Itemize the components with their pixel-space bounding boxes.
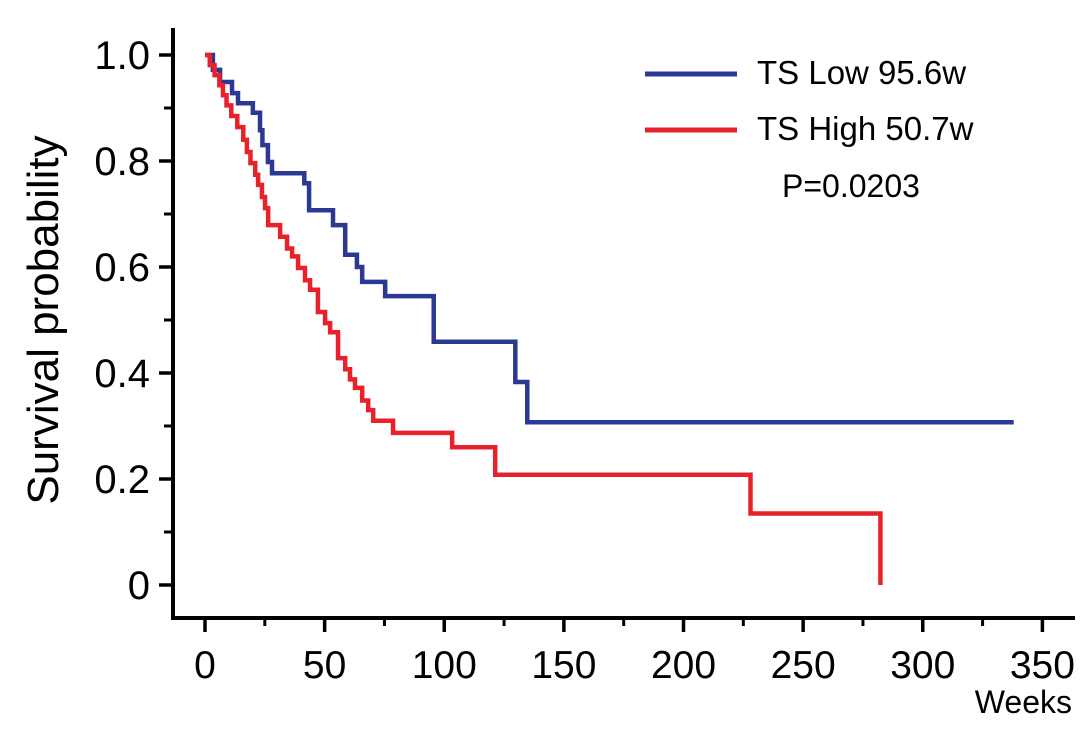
x-tick-label: 200	[651, 644, 716, 687]
x-tick-label: 100	[412, 644, 477, 687]
legend-label-ts-low: TS Low 95.6w	[757, 54, 966, 91]
p-value-annotation: P=0.0203	[782, 168, 920, 204]
y-axis-title: Survival probability	[19, 135, 68, 504]
x-tick-label: 350	[1010, 644, 1075, 687]
y-tick-label: 0.8	[94, 140, 150, 184]
x-tick-label: 0	[194, 644, 216, 687]
y-tick-label: 0.4	[94, 352, 150, 396]
x-tick-label: 50	[303, 644, 346, 687]
x-axis: 0 50 100 150 200 250 300 350	[194, 618, 1075, 687]
axis-spines	[171, 28, 1075, 620]
x-axis-title: Weeks	[975, 684, 1072, 720]
y-tick-label: 0.2	[94, 458, 150, 502]
x-tick-label: 300	[890, 644, 955, 687]
survival-curves	[205, 52, 1014, 585]
y-axis: 0 0.2 0.4 0.6 0.8 1.0	[94, 34, 173, 608]
survival-curve-ts-high	[205, 52, 883, 585]
legend-label-ts-high: TS High 50.7w	[757, 110, 974, 147]
x-tick-label: 150	[531, 644, 596, 687]
y-tick-label: 0	[128, 564, 150, 608]
x-tick-label: 250	[771, 644, 836, 687]
legend: TS Low 95.6w TS High 50.7w P=0.0203	[645, 54, 974, 204]
y-tick-label: 1.0	[94, 34, 150, 78]
y-tick-label: 0.6	[94, 246, 150, 290]
survival-curve-ts-low	[205, 52, 1014, 425]
